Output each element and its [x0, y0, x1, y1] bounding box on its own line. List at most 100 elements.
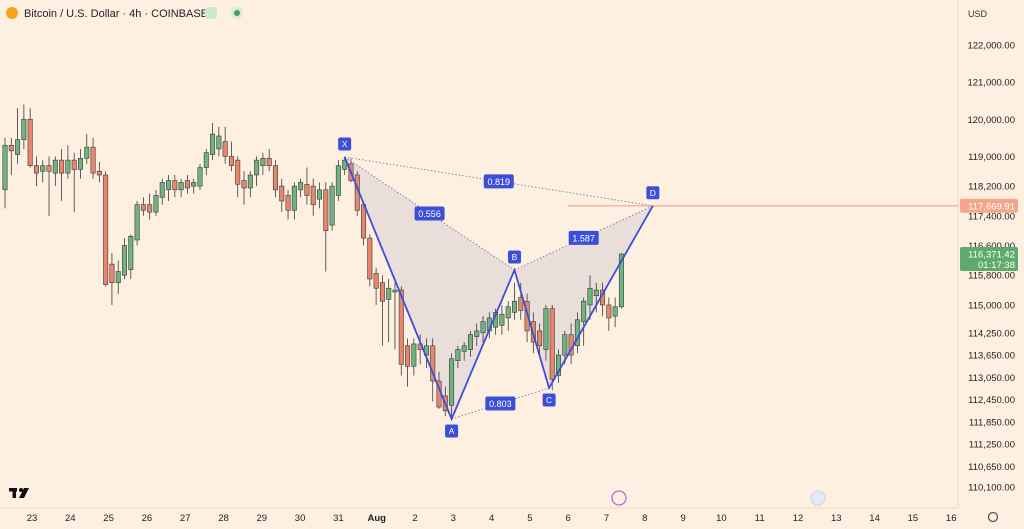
candle-body	[323, 189, 329, 231]
logo-part	[19, 488, 29, 498]
candle-body	[562, 334, 568, 356]
candle-body	[618, 253, 624, 308]
y-tick-label: 122,000.00	[967, 41, 1015, 52]
settings-icon[interactable]	[987, 511, 999, 523]
candle-body	[361, 204, 367, 239]
candle-body	[71, 159, 77, 170]
candle-body	[109, 263, 115, 283]
candle-body	[197, 167, 203, 187]
y-tick-label: 115,000.00	[968, 300, 1015, 311]
candle-body	[46, 165, 52, 172]
candle-body	[298, 182, 304, 191]
axes: 122,000.00 121,000.00 120,000.00 119,000.00…	[27, 41, 1018, 524]
candle-body	[291, 185, 297, 211]
pattern-point-label: C	[546, 395, 552, 405]
logo-part	[19, 488, 23, 492]
candle-body	[15, 139, 21, 155]
y-tick-label: 110,100.00	[968, 482, 1015, 493]
pattern-point-bg	[646, 186, 660, 200]
x-tick-label: 23	[27, 513, 38, 524]
candle-body	[153, 195, 159, 213]
tradingview-logo[interactable]	[9, 488, 29, 498]
candle-body	[499, 313, 505, 326]
candle-body	[140, 204, 146, 211]
candle-body	[122, 245, 128, 276]
candle-body	[316, 189, 322, 200]
pattern-point-bg	[338, 137, 352, 151]
last-price-bg	[960, 247, 1018, 272]
candle-body	[310, 185, 316, 205]
candle-body	[467, 334, 473, 350]
countdown-label: 01:17:38	[978, 260, 1015, 271]
candle-body	[593, 289, 599, 296]
y-tick-label: 113,050.00	[968, 373, 1015, 384]
y-tick-label: 112,450.00	[968, 395, 1015, 406]
candle-body	[505, 306, 511, 319]
candle-body	[8, 144, 14, 152]
pattern-fill	[514, 205, 653, 389]
x-tick-label: 13	[831, 513, 842, 524]
candle-body	[203, 152, 209, 168]
candle-body	[40, 165, 46, 172]
x-tick-label: 30	[295, 513, 306, 524]
y-tick-label: 110,650.00	[968, 462, 1015, 473]
event-icon[interactable]	[611, 490, 627, 506]
candle-body	[430, 345, 436, 382]
ratio-line	[451, 387, 550, 420]
y-tick-label: 114,250.00	[968, 328, 1015, 339]
x-tick-label: Aug	[367, 513, 386, 524]
currency-box[interactable]	[962, 5, 1018, 21]
pattern-point-bg	[542, 393, 556, 407]
x-tick-label: 10	[716, 513, 727, 524]
market-icon[interactable]	[205, 7, 217, 19]
candle-body	[587, 287, 593, 306]
candle-body	[184, 180, 190, 189]
y-tick-label: 111,850.00	[969, 417, 1015, 428]
candle-body	[272, 165, 278, 191]
x-tick-label: 12	[793, 513, 804, 524]
x-tick-label: 4	[489, 513, 494, 524]
ratio-label-bg	[483, 174, 514, 189]
candle-body	[518, 297, 524, 311]
candle-body	[386, 287, 392, 300]
candle-body	[367, 237, 373, 280]
x-tick-label: 15	[908, 513, 919, 524]
candle-body	[329, 185, 335, 226]
x-tick-label: 26	[142, 513, 153, 524]
candle-body	[134, 204, 140, 241]
y-tick-label: 120,000.00	[967, 115, 1015, 126]
x-tick-label: 2	[412, 513, 417, 524]
y-tick-label: 117,400.00	[968, 211, 1015, 222]
ratio-line	[344, 156, 653, 207]
x-tick-label: 8	[642, 513, 647, 524]
pattern-point-label: A	[449, 426, 455, 436]
x-tick-label: 3	[451, 513, 456, 524]
candle-body	[90, 146, 96, 174]
ratio-label: 0.556	[418, 209, 441, 219]
ratio-label-bg	[568, 230, 599, 245]
x-tick-label: 29	[257, 513, 268, 524]
candle-body	[103, 174, 109, 285]
x-tick-label: 5	[527, 513, 532, 524]
last-price-label: 116,371.42	[968, 250, 1015, 261]
y-tick-label: 118,200.00	[968, 182, 1015, 193]
y-tick-label: 116,600.00	[968, 241, 1015, 252]
candle-body	[612, 306, 618, 317]
flag-icon[interactable]	[810, 490, 826, 506]
candle-body	[241, 180, 247, 189]
candle-body	[96, 170, 102, 176]
candle-body	[178, 182, 184, 191]
candle-body	[128, 235, 134, 270]
ratio-label: 0.819	[487, 177, 510, 187]
candle-body	[537, 330, 543, 347]
y-tick-label: 113,650.00	[968, 351, 1015, 362]
candle-body	[285, 195, 291, 211]
ratio-line	[514, 205, 654, 271]
x-tick-label: 7	[604, 513, 609, 524]
currency-label[interactable]: USD	[968, 9, 988, 19]
x-tick-label: 11	[755, 513, 765, 524]
candle-body	[21, 118, 27, 141]
candle-body	[474, 330, 480, 337]
x-tick-label: 25	[103, 513, 114, 524]
